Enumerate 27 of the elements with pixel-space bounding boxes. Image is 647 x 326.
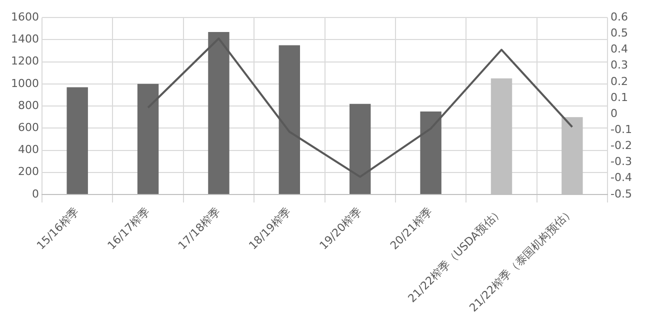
y2-tick-label: -0.3 xyxy=(610,155,632,168)
bar xyxy=(278,45,300,194)
y-tick-label: 200 xyxy=(18,165,39,178)
y2-tick-label: -0.2 xyxy=(610,139,632,152)
bar xyxy=(137,84,159,194)
y2-tick-label: 0.6 xyxy=(610,10,628,24)
y-tick-label: 600 xyxy=(18,121,39,134)
y2-tick-label: -0.5 xyxy=(610,187,632,200)
y2-tick-label: -0.4 xyxy=(610,171,632,184)
y2-tick-label: 0.1 xyxy=(610,90,628,104)
y-tick-label: 1600 xyxy=(10,10,39,24)
y-tick-label: 0 xyxy=(32,187,39,200)
y2-tick-label: 0.5 xyxy=(610,26,628,40)
y-tick-label: 400 xyxy=(18,143,39,156)
y2-tick-label: -0.1 xyxy=(610,123,632,136)
y2-tick-label: 0.2 xyxy=(610,74,628,88)
bar xyxy=(208,32,230,194)
y-tick-label: 1200 xyxy=(10,54,39,68)
y2-tick-label: 0.4 xyxy=(610,42,628,56)
y-tick-label: 800 xyxy=(18,98,39,112)
y2-tick-label: 0.3 xyxy=(610,58,628,72)
bar xyxy=(420,112,442,194)
y-tick-label: 1400 xyxy=(10,32,39,46)
bar xyxy=(66,87,88,194)
y-tick-label: 1000 xyxy=(10,76,39,90)
bar xyxy=(350,104,371,194)
y2-tick-label: 0 xyxy=(610,106,618,120)
